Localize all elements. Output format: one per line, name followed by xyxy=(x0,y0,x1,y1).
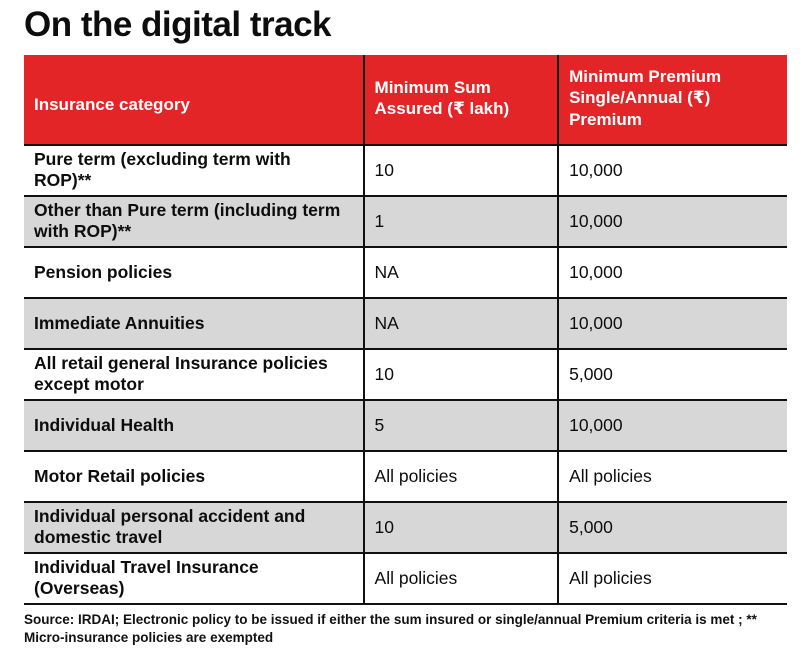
table-row: Individual personal accident and domesti… xyxy=(24,501,787,554)
value-cell: 10,000 xyxy=(557,399,787,452)
value-cell: 5 xyxy=(362,399,559,452)
value-cell: All policies xyxy=(362,450,559,503)
value-cell: 5,000 xyxy=(557,501,787,554)
value-cell: 10,000 xyxy=(557,246,787,299)
category-cell: Other than Pure term (including term wit… xyxy=(24,195,364,248)
column-header-sum-assured: Minimum Sum Assured (₹ lakh) xyxy=(362,54,559,146)
category-cell: Pure term (excluding term with ROP)** xyxy=(24,144,364,197)
value-cell: 10 xyxy=(362,144,559,197)
table-row: Individual Health 5 10,000 xyxy=(24,399,787,452)
column-header-premium: Minimum Premium Single/Annual (₹) Premiu… xyxy=(557,54,787,146)
column-header-category: Insurance category xyxy=(24,54,364,146)
header-row: Insurance category Minimum Sum Assured (… xyxy=(24,54,787,146)
value-cell: 10,000 xyxy=(557,195,787,248)
source-footnote: Source: IRDAI; Electronic policy to be i… xyxy=(24,611,757,646)
category-cell: Individual Travel Insurance (Overseas) xyxy=(24,552,364,605)
table-row: Individual Travel Insurance (Overseas) Al… xyxy=(24,552,787,605)
page-title: On the digital track xyxy=(24,5,332,44)
value-cell: All policies xyxy=(557,552,787,605)
value-cell: 10 xyxy=(362,501,559,554)
table-header: Insurance category Minimum Sum Assured (… xyxy=(24,54,787,146)
value-cell: NA xyxy=(362,246,559,299)
value-cell: All policies xyxy=(362,552,559,605)
table-row: Pension policies NA 10,000 xyxy=(24,246,787,299)
value-cell: NA xyxy=(362,297,559,350)
value-cell: All policies xyxy=(557,450,787,503)
value-cell: 10,000 xyxy=(557,297,787,350)
table-row: Pure term (excluding term with ROP)** 10 1… xyxy=(24,144,787,197)
value-cell: 1 xyxy=(362,195,559,248)
value-cell: 10,000 xyxy=(557,144,787,197)
category-cell: Motor Retail policies xyxy=(24,450,364,503)
category-cell: Immediate Annuities xyxy=(24,297,364,350)
value-cell: 5,000 xyxy=(557,348,787,401)
category-cell: Pension policies xyxy=(24,246,364,299)
table-row: Motor Retail policies All policies All pol… xyxy=(24,450,787,503)
category-cell: Individual personal accident and domesti… xyxy=(24,501,364,554)
category-cell: Individual Health xyxy=(24,399,364,452)
table-row: Immediate Annuities NA 10,000 xyxy=(24,297,787,350)
table-row: All retail general Insurance policies ex… xyxy=(24,348,787,401)
table-row: Other than Pure term (including term wit… xyxy=(24,195,787,248)
category-cell: All retail general Insurance policies ex… xyxy=(24,348,364,401)
value-cell: 10 xyxy=(362,348,559,401)
table-body: Pure term (excluding term with ROP)** 10 1… xyxy=(24,144,787,605)
insurance-table: Insurance category Minimum Sum Assured (… xyxy=(24,54,787,605)
